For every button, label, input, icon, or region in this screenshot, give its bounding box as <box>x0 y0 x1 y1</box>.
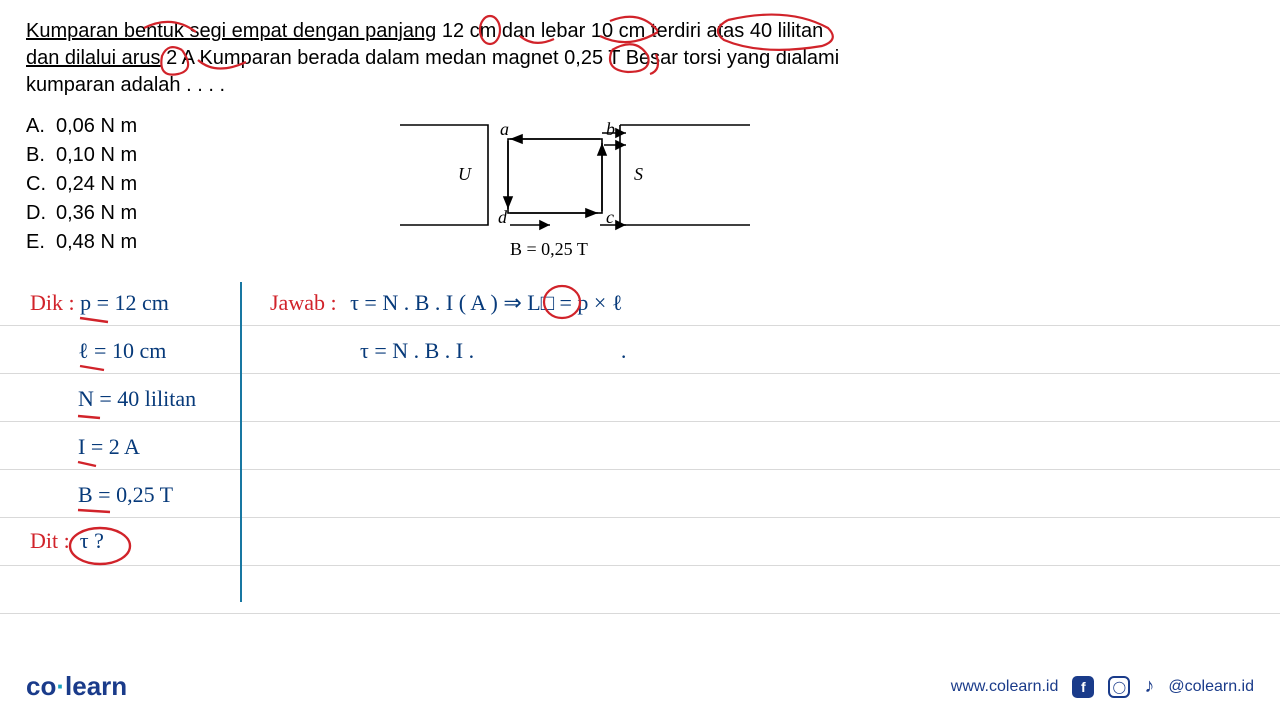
q-part: dan lebar <box>502 20 585 42</box>
diagram-label-b: b <box>606 119 615 139</box>
q-val-12cm: 12 cm <box>442 20 496 42</box>
asked-block: Dit : τ ? <box>30 528 104 554</box>
diagram-label-u: U <box>458 164 472 184</box>
option-a: A.0,06 N m <box>26 112 137 141</box>
option-b: B.0,10 N m <box>26 141 137 170</box>
given-i: I = 2 A <box>78 434 140 460</box>
q-val-10cm: 10 cm <box>591 20 645 42</box>
diagram-label-d: d <box>498 207 508 227</box>
eq1: τ = N . B . I ( A ) ⇒ L□ = p × ℓ <box>350 290 622 315</box>
eq2: τ = N . B . I . <box>360 338 474 364</box>
magnet-coil-diagram: U S a b c d B = 0,25 T <box>390 105 770 275</box>
q-val-40lilitan: 40 lilitan <box>750 20 823 42</box>
q-part: terdiri atas <box>651 20 744 42</box>
footer-right: www.colearn.id f ◯ ♪ @colearn.id <box>951 675 1254 698</box>
lined-paper <box>0 278 1280 614</box>
answer-options: A.0,06 N m B.0,10 N m C.0,24 N m D.0,36 … <box>26 112 137 257</box>
q-part: Besar torsi yang dialami <box>626 47 839 69</box>
q-val-2A: 2 A <box>166 47 194 69</box>
dit-value: τ ? <box>80 528 104 553</box>
footer: co·learn www.colearn.id f ◯ ♪ @colearn.i… <box>26 671 1254 702</box>
dit-label: Dit : <box>30 528 70 553</box>
jawab-label: Jawab : <box>270 290 337 315</box>
dik-label: Dik : <box>30 290 75 315</box>
facebook-icon: f <box>1072 676 1094 698</box>
diagram-label-a: a <box>500 119 509 139</box>
footer-handle: @colearn.id <box>1168 678 1254 696</box>
option-c: C.0,24 N m <box>26 170 137 199</box>
work-divider <box>240 282 242 602</box>
q-part: dan dilalui arus <box>26 47 161 69</box>
q-val-025T: 0,25 T <box>564 47 620 69</box>
instagram-icon: ◯ <box>1108 676 1130 698</box>
tiktok-icon: ♪ <box>1144 675 1154 698</box>
question-text: Kumparan bentuk segi empat dengan panjan… <box>26 18 1250 99</box>
diagram-caption: B = 0,25 T <box>510 239 588 259</box>
option-d: D.0,36 N m <box>26 199 137 228</box>
q-part: kumparan adalah . . . . <box>26 74 225 96</box>
small-dot: · <box>620 344 627 370</box>
given-n: N = 40 lilitan <box>78 386 196 412</box>
q-part: Kumparan berada dalam medan magnet <box>199 47 558 69</box>
diagram-label-c: c <box>606 207 614 227</box>
given-block: Dik : p = 12 cm <box>30 290 169 316</box>
diagram-label-s: S <box>634 164 643 184</box>
given-b: B = 0,25 T <box>78 482 173 508</box>
given-l: ℓ = 10 cm <box>78 338 166 364</box>
q-part: Kumparan bentuk segi empat dengan panjan… <box>26 20 436 42</box>
footer-url: www.colearn.id <box>951 678 1059 696</box>
answer-line1: Jawab : τ = N . B . I ( A ) ⇒ L□ = p × ℓ <box>270 290 622 316</box>
given-p: p = 12 cm <box>80 290 169 315</box>
option-e: E.0,48 N m <box>26 228 137 257</box>
brand-logo: co·learn <box>26 671 127 702</box>
